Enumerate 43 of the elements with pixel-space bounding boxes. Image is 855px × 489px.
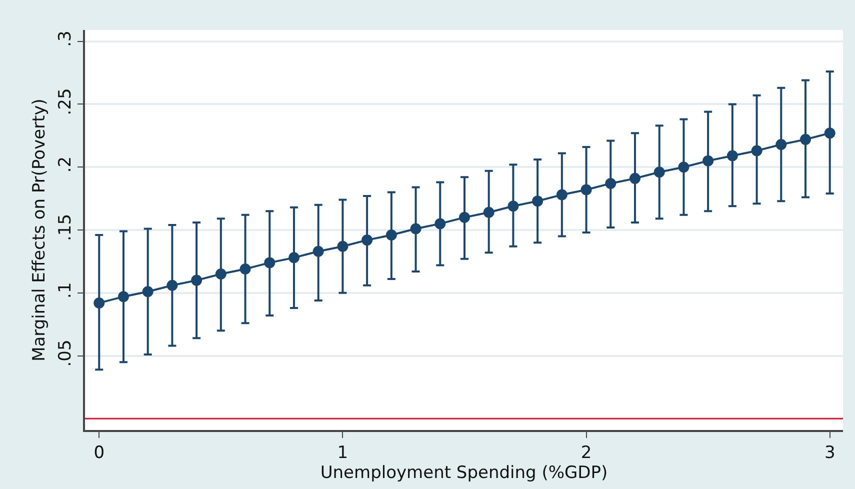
point [264,257,276,268]
point [312,246,324,257]
point [800,134,811,145]
x-tick-label: 0 [94,443,105,464]
point [532,196,544,207]
x-axis-title: Unemployment Spending (%GDP) [320,463,608,484]
point [386,230,397,241]
x-tick-label: 2 [580,443,592,464]
point [118,291,129,302]
point [556,189,568,200]
point [508,200,519,212]
y-tick-label: .2 [55,156,76,173]
y-axis-title: Marginal Effects on Pr(Poverty) [30,98,50,362]
point [288,252,300,264]
point [94,297,105,308]
x-tick-label: 1 [337,443,348,464]
point [142,286,154,298]
y-tick-label: .15 [55,214,76,241]
point [240,263,251,274]
point [702,155,714,166]
point [751,145,762,156]
point [654,166,665,178]
y-tick-label: .05 [55,340,76,367]
y-tick-label: .25 [55,88,76,116]
point [458,212,470,223]
point [362,234,373,246]
point [726,150,738,162]
point [410,223,422,234]
point [580,184,592,196]
point [191,274,202,286]
x-tick-label: 3 [824,443,836,464]
point [824,128,836,139]
point [434,218,446,230]
point [337,240,348,252]
point [629,172,640,184]
point [215,268,226,280]
point [678,162,690,173]
point [776,138,787,150]
point [605,178,616,189]
point [166,280,178,291]
point [483,206,494,218]
y-tick-label: .3 [55,30,76,47]
y-tick-label: .1 [55,282,76,298]
